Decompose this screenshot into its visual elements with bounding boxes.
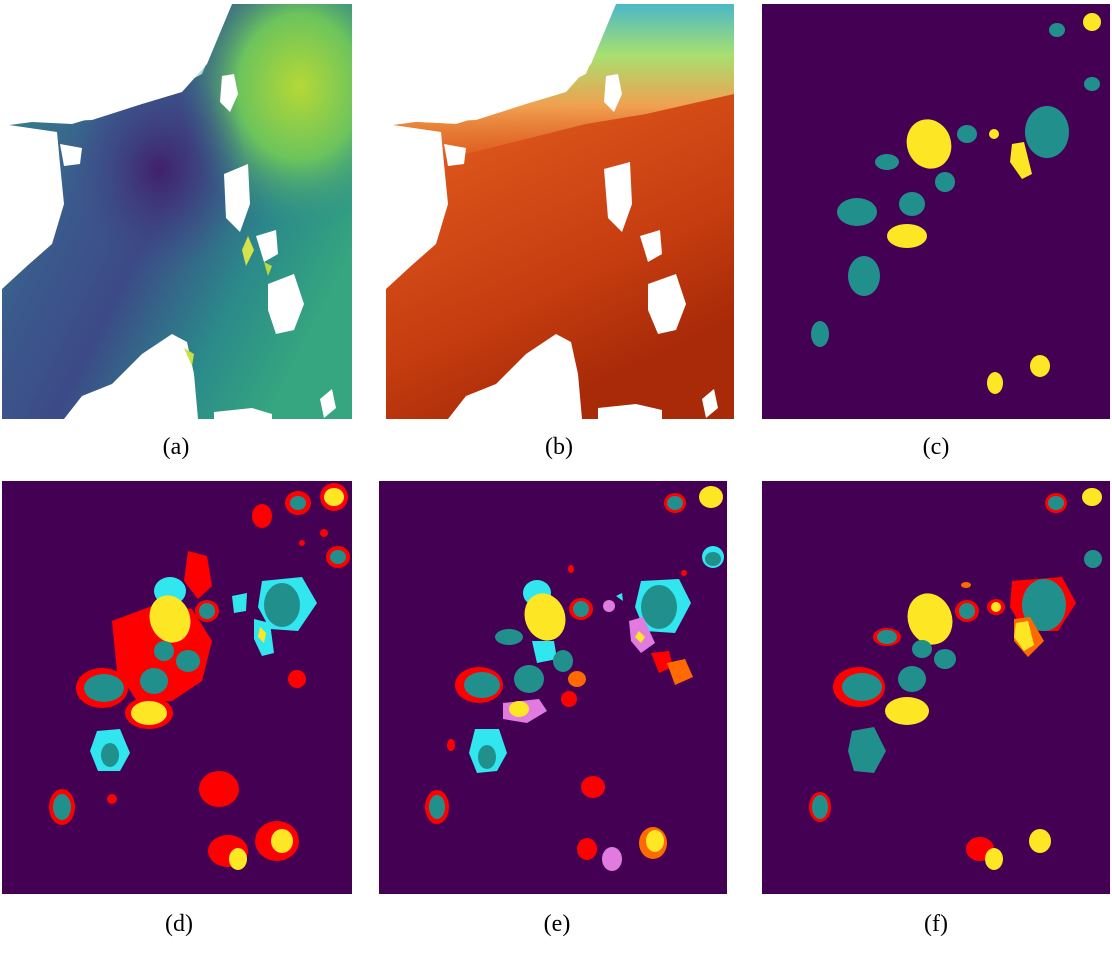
caption-a: (a): [162, 434, 190, 460]
caption-f: (f): [924, 911, 948, 937]
panel-f-segmentation-prediction: [762, 481, 1110, 894]
panel-a-image: [2, 4, 352, 419]
caption-d: (d): [165, 911, 193, 937]
panel-b-image: [386, 4, 734, 419]
panel-f-image: [762, 481, 1110, 894]
panel-d-segmentation-prediction: [2, 481, 352, 894]
panel-c-segmentation-ground-truth: [762, 4, 1110, 419]
panel-a-sea-surface-map: [2, 4, 352, 419]
caption-c: (c): [922, 434, 950, 460]
caption-b: (b): [545, 434, 573, 460]
caption-e: (e): [543, 911, 571, 937]
panel-b-sea-surface-map: [386, 4, 734, 419]
panel-e-segmentation-prediction: [379, 481, 727, 894]
panel-e-image: [379, 481, 727, 894]
panel-c-image: [762, 4, 1110, 419]
panel-d-image: [2, 481, 352, 894]
